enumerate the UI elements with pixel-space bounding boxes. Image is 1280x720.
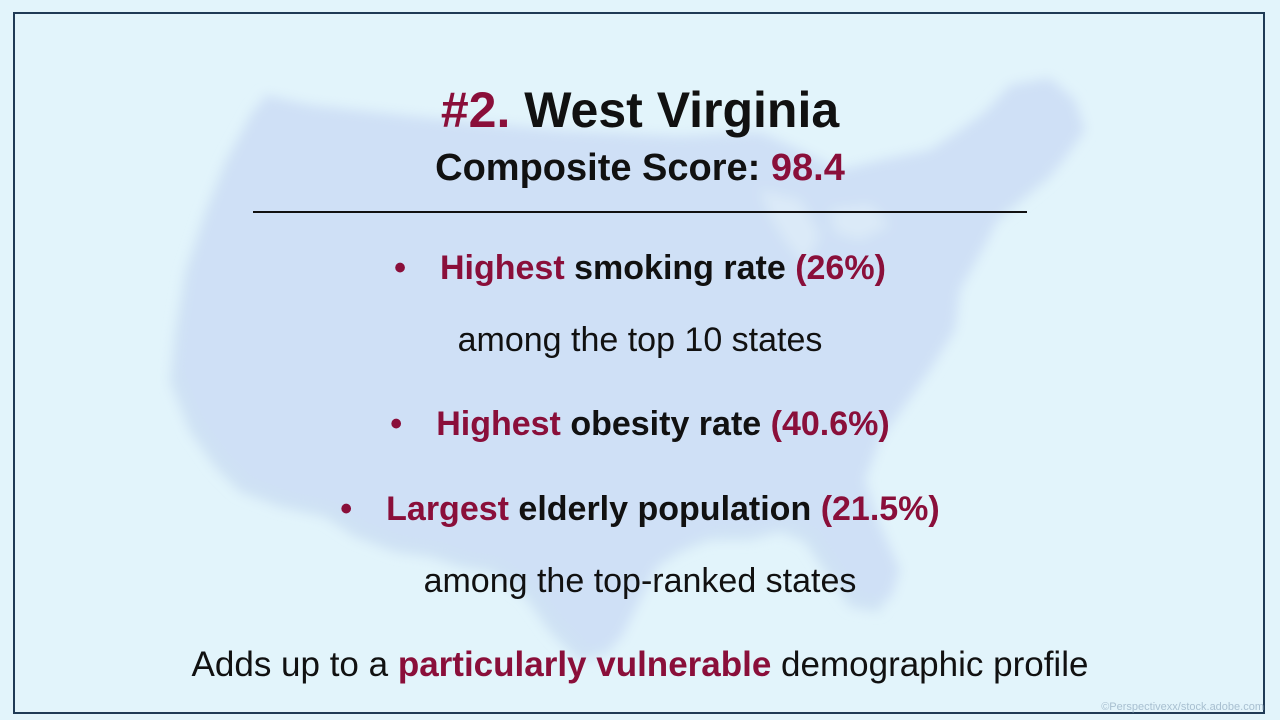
bullet-item-elderly: • Largest elderly population (21.5%) [0, 487, 1280, 531]
composite-score-label: Composite Score: [435, 147, 761, 189]
rank-number: #2. [440, 82, 511, 138]
bullet-text: obesity rate [570, 405, 762, 443]
bullet-item-smoking: • Highest smoking rate (26%) [0, 246, 1280, 290]
closing-highlight: particularly vulnerable [397, 645, 772, 684]
bullet-item-obesity: • Highest obesity rate (40.6%) [0, 402, 1280, 446]
slide-frame [13, 12, 1265, 714]
image-credit: ©Perspectivexx/stock.adobe.com [1101, 701, 1264, 713]
bullet-highlight: Largest [386, 490, 509, 528]
composite-score-value: 98.4 [770, 147, 845, 189]
bullet-marker: • [340, 490, 353, 528]
title-divider [253, 211, 1027, 213]
bullet-continuation: among the top 10 states [457, 321, 823, 359]
state-name: West Virginia [524, 82, 840, 138]
bullet-highlight: Highest [439, 249, 565, 287]
closing-after: demographic profile [781, 645, 1089, 684]
bullet-text: smoking rate [574, 249, 786, 287]
closing-statement: Adds up to a particularly vulnerable dem… [0, 643, 1280, 687]
bullet-marker: • [394, 249, 406, 287]
bullet-value: (21.5%) [820, 490, 940, 528]
closing-before: Adds up to a [191, 645, 389, 684]
bullet-continuation: among the top-ranked states [423, 562, 857, 600]
bullet-text: elderly population [518, 490, 812, 528]
bullet-marker: • [390, 405, 403, 443]
page-title: #2. West Virginia [0, 80, 1280, 140]
bullet-highlight: Highest [436, 405, 561, 443]
bullet-value: (40.6%) [770, 405, 890, 443]
composite-score: Composite Score: 98.4 [0, 144, 1280, 192]
bullet-value: (26%) [795, 249, 886, 287]
